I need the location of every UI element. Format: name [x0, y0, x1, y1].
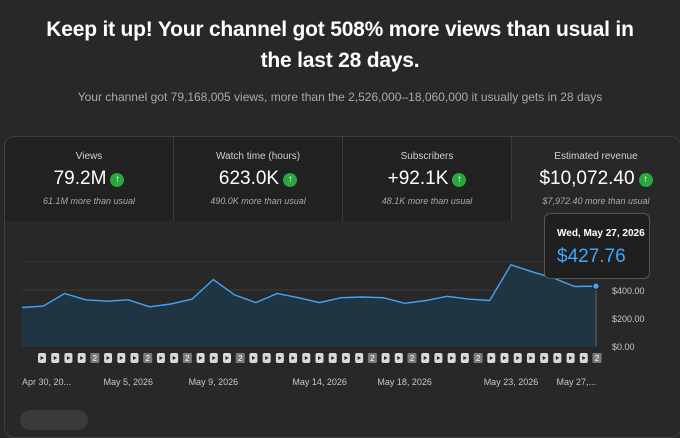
video-group-count: 2 [185, 354, 190, 363]
y-tick-label: $400.00 [612, 286, 645, 296]
x-tick-label: May 27,... [556, 377, 596, 387]
x-tick-label: May 5, 2026 [104, 377, 154, 387]
video-group-count: 2 [476, 354, 481, 363]
tooltip-value: $427.76 [557, 246, 626, 268]
x-tick-label: May 14, 2026 [292, 377, 347, 387]
video-group-count: 2 [370, 354, 375, 363]
revenue-chart[interactable]: $0.00 $200.00 $400.00 2 2 2 2 2 2 2 2 Apr 30, 20...… [0, 0, 680, 419]
chart-tooltip: Wed, May 27, 2026 $427.76 [544, 213, 650, 279]
selected-point [593, 283, 599, 289]
tooltip-date: Wed, May 27, 2026 [557, 228, 645, 239]
y-tick-label: $0.00 [612, 342, 635, 352]
x-tick-label: May 9, 2026 [189, 377, 239, 387]
video-group-count: 2 [238, 354, 243, 363]
revenue-area [22, 265, 596, 346]
video-group-count: 2 [595, 354, 600, 363]
x-tick-label: May 23, 2026 [484, 377, 539, 387]
y-tick-label: $200.00 [612, 314, 645, 324]
x-tick-label: Apr 30, 20... [22, 377, 71, 387]
bottom-button[interactable] [20, 410, 88, 430]
video-group-count: 2 [410, 354, 415, 363]
video-group-count: 2 [145, 354, 150, 363]
video-group-count: 2 [93, 354, 98, 363]
x-tick-label: May 18, 2026 [377, 377, 432, 387]
